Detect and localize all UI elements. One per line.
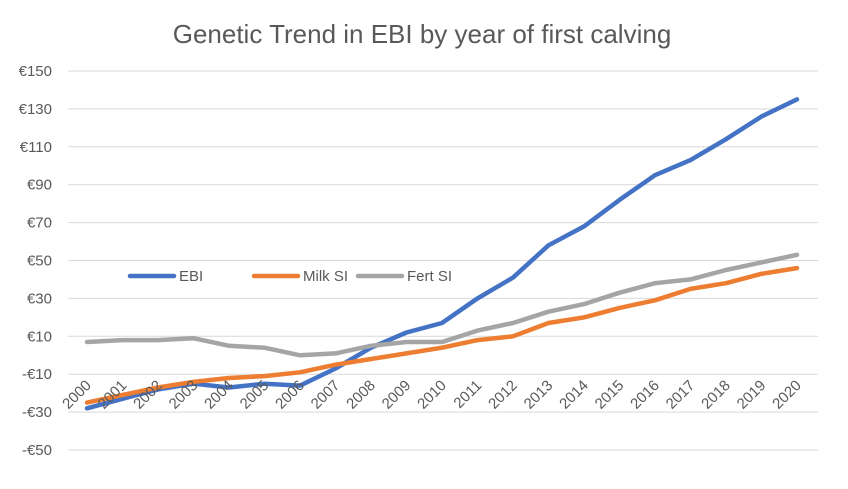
y-tick-label: €110 [20,139,52,156]
legend-label: EBI [179,268,203,285]
x-tick-label: 2012 [485,377,521,413]
y-tick-label: €150 [19,63,52,80]
x-tick-label: 2009 [379,377,415,413]
x-tick-label: 2014 [556,377,592,413]
x-tick-label: 2002 [130,377,166,413]
legend-label: Fert SI [407,268,452,285]
series-line-ebi [84,97,800,411]
x-tick-label: 2018 [698,377,734,413]
x-axis-ticks: 2000 2001 2002 2003 2004 2005 2006 2007 2008 2009… [59,377,805,413]
y-axis-ticks: -€50 -€30 -€10 €10 €30 €50 €70 €90 €110 €130 €150 [19,63,52,459]
y-tick-label: -€10 [22,366,52,383]
series-lines [84,97,800,411]
x-tick-label: 2015 [592,377,628,413]
series-line-milk-si [84,265,800,405]
y-tick-label: €130 [19,101,52,118]
series-line-fert-si [84,252,800,358]
x-tick-label: 2013 [521,377,557,413]
gridlines [68,70,818,451]
x-tick-label: 2017 [663,377,699,413]
chart-title: Genetic Trend in EBI by year of first ca… [173,19,672,49]
x-tick-label: 2007 [308,377,344,413]
y-tick-label: €90 [27,177,52,194]
x-tick-label: 2010 [414,377,450,413]
x-tick-label: 2008 [343,377,379,413]
x-tick-label: 2016 [627,377,663,413]
y-tick-label: €30 [27,290,52,307]
legend: EBI Milk SI Fert SI [127,268,452,285]
x-tick-label: 2019 [734,377,770,413]
y-tick-label: €70 [27,215,52,232]
x-tick-label: 2020 [769,377,805,413]
legend-label: Milk SI [303,268,348,285]
y-tick-label: -€30 [22,404,52,421]
y-tick-label: €10 [27,328,52,345]
x-tick-label: 2011 [450,377,485,412]
y-tick-label: -€50 [22,442,52,459]
y-tick-label: €50 [27,253,52,270]
